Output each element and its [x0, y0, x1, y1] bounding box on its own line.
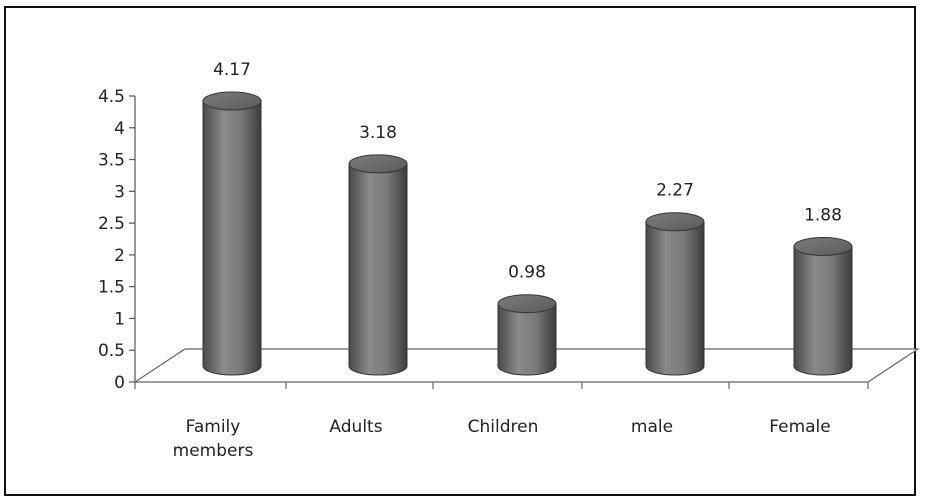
category-label: Children	[468, 417, 539, 437]
category-label-line: Children	[468, 417, 539, 437]
category-label-line: Adults	[329, 417, 382, 437]
bars-layer	[202, 91, 853, 376]
axis-layer: 0 0.5 1 1.5 2 2.5 3 3.5 4 4.5	[98, 87, 920, 393]
bar	[645, 212, 705, 376]
bar	[202, 91, 262, 376]
y-tick-label: 3.5	[98, 151, 125, 171]
data-label: 0.98	[508, 263, 546, 283]
bar-top	[645, 212, 705, 232]
data-label: 3.18	[359, 123, 397, 143]
bar-body	[645, 221, 705, 376]
bar-body	[793, 246, 853, 376]
bar-top	[202, 91, 262, 111]
category-label: male	[631, 417, 673, 437]
category-label-line: Female	[769, 417, 830, 437]
bar-top	[793, 237, 853, 257]
bar-body	[202, 100, 262, 376]
chart-frame	[4, 6, 916, 496]
data-label: 4.17	[213, 60, 251, 80]
data-label: 1.88	[804, 206, 842, 226]
category-label-line: members	[173, 441, 254, 461]
y-tick-label: 1	[114, 309, 125, 329]
category-label: Adults	[329, 417, 382, 437]
y-tick-label: 3	[114, 182, 125, 202]
bar-top	[348, 154, 408, 174]
category-label-line: Family	[186, 417, 241, 437]
y-tick-label: 4.5	[98, 87, 125, 107]
y-tick-label: 1.5	[98, 278, 125, 298]
data-label: 2.27	[656, 181, 694, 201]
y-tick-label: 0	[114, 373, 125, 393]
y-tick-label: 2.5	[98, 214, 125, 234]
y-tick-label: 2	[114, 246, 125, 266]
category-label: Female	[769, 417, 830, 437]
y-tick-label: 0.5	[98, 341, 125, 361]
bar	[793, 237, 853, 376]
bar-top	[497, 294, 557, 314]
y-tick-label: 4	[114, 119, 125, 139]
bar	[348, 154, 408, 376]
bar-body	[348, 163, 408, 376]
bar-body	[497, 303, 557, 376]
category-label: Family members	[173, 417, 254, 461]
category-label-line: male	[631, 417, 673, 437]
labels-layer: 4.17 3.18 0.98 2.27 1.88 Family members Adults C…	[173, 60, 842, 461]
bar	[497, 294, 557, 376]
